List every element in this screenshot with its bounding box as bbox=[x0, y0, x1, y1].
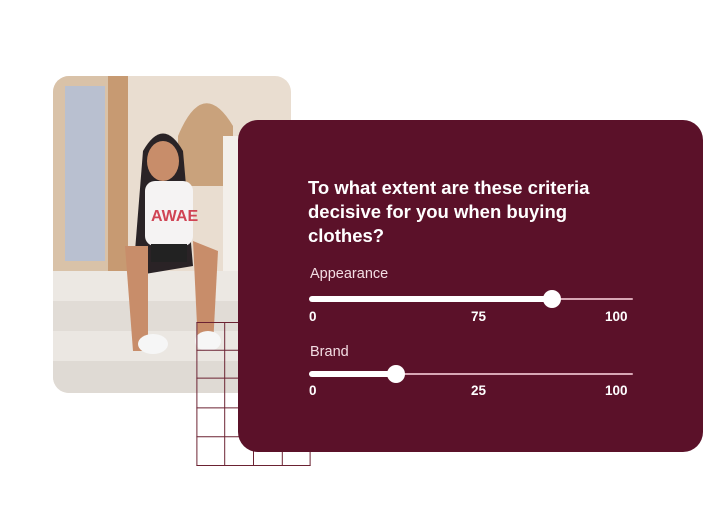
slider-value: 75 bbox=[471, 309, 487, 324]
slider-thumb[interactable] bbox=[543, 290, 561, 308]
brand-slider[interactable] bbox=[309, 365, 633, 383]
slider-max: 100 bbox=[605, 383, 628, 398]
survey-card: To what extent are these criteria decisi… bbox=[238, 120, 703, 452]
survey-question: To what extent are these criteria decisi… bbox=[308, 177, 590, 246]
slider-min: 0 bbox=[309, 309, 317, 324]
slider-min: 0 bbox=[309, 383, 317, 398]
slider-thumb[interactable] bbox=[387, 365, 406, 383]
slider-value: 25 bbox=[471, 383, 487, 398]
slider-fill bbox=[309, 371, 397, 377]
appearance-slider[interactable] bbox=[309, 290, 633, 308]
slider-label-appearance: Appearance bbox=[310, 266, 389, 282]
slider-max: 100 bbox=[605, 309, 628, 324]
svg-text:AWAE: AWAE bbox=[151, 208, 198, 225]
slider-label-brand: Brand bbox=[310, 344, 349, 360]
slider-fill bbox=[309, 296, 552, 302]
